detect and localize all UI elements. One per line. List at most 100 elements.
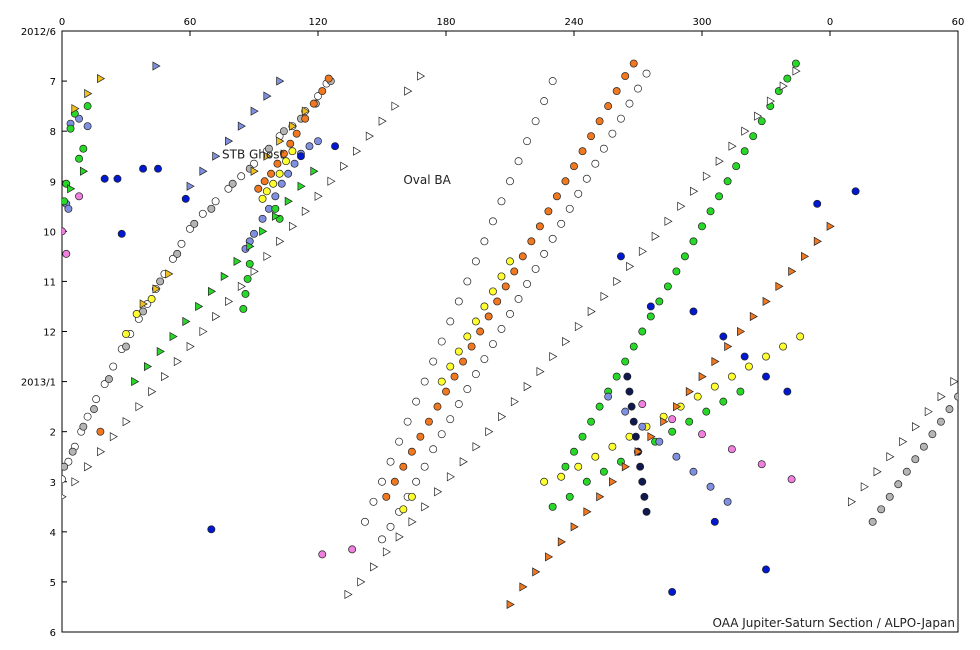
data-point-circle <box>62 197 69 206</box>
data-point-triangle <box>382 547 391 557</box>
data-point-circle <box>433 402 442 411</box>
data-point-circle <box>631 432 640 441</box>
data-point-circle <box>616 114 625 123</box>
data-point-triangle <box>613 276 622 287</box>
data-point-circle <box>211 197 220 206</box>
data-point-triangle <box>395 532 404 542</box>
data-point-circle <box>727 372 736 381</box>
y-tick-label: 7 <box>50 77 56 88</box>
data-point-circle <box>599 144 608 153</box>
data-point-triangle <box>724 341 733 352</box>
data-point-triangle <box>446 472 455 482</box>
data-point-circle <box>386 522 395 531</box>
data-point-circle <box>757 460 766 469</box>
data-point-circle <box>429 445 438 454</box>
data-point-triangle <box>690 186 699 196</box>
data-point-triangle <box>263 251 272 261</box>
data-point-triangle <box>212 151 221 161</box>
data-point-triangle <box>301 106 310 116</box>
data-point-circle <box>181 194 190 203</box>
data-point-circle <box>971 368 978 375</box>
data-point-circle <box>399 505 408 514</box>
data-point-circle <box>744 362 753 371</box>
data-point-circle <box>514 294 523 303</box>
data-point-triangle <box>276 76 285 86</box>
data-point-triangle <box>549 351 558 362</box>
data-point-circle <box>117 229 126 238</box>
data-point-triangle <box>596 492 605 502</box>
data-point-circle <box>727 445 736 454</box>
data-point-circle <box>919 442 928 451</box>
data-point-triangle <box>135 402 144 412</box>
data-point-circle <box>911 455 920 464</box>
x-tick-label: 60 <box>184 17 197 28</box>
data-point-circle <box>471 317 480 326</box>
x-tick-label: 60 <box>952 17 965 28</box>
data-point-circle <box>254 184 263 193</box>
data-point-circle <box>471 370 480 379</box>
data-point-circle <box>292 129 301 138</box>
data-point-circle <box>540 97 549 106</box>
x-tick-label: 0 <box>827 17 833 28</box>
data-point-circle <box>279 127 288 136</box>
data-point-triangle <box>698 371 707 382</box>
data-point-triangle <box>186 181 195 191</box>
data-point-triangle <box>801 251 810 261</box>
data-point-circle <box>271 204 280 213</box>
data-point-circle <box>621 72 630 81</box>
data-point-circle <box>407 447 416 456</box>
data-point-triangle <box>536 366 545 377</box>
data-point-circle <box>273 159 282 168</box>
data-point-circle <box>407 492 416 501</box>
data-point-triangle <box>365 131 374 141</box>
data-point-circle <box>68 447 77 456</box>
data-point-circle <box>757 117 766 126</box>
data-point-circle <box>506 310 514 318</box>
data-point-circle <box>634 84 642 93</box>
data-point-circle <box>403 417 412 426</box>
x-axis: 0 60 120 180 240 300 0 60 <box>59 17 965 36</box>
data-point-circle <box>207 204 216 213</box>
data-point-circle <box>399 462 408 471</box>
data-point-triangle <box>97 447 106 457</box>
data-point-circle <box>454 297 463 306</box>
x-tick-label: 180 <box>436 17 455 28</box>
data-point-triangle <box>621 462 630 472</box>
data-point-triangle <box>250 106 259 116</box>
data-point-circle <box>454 400 463 409</box>
data-point-triangle <box>976 348 980 356</box>
data-point-circle <box>305 142 314 151</box>
data-point-triangle <box>459 457 468 467</box>
data-point-circle <box>239 305 248 313</box>
data-point-circle <box>506 177 514 186</box>
data-point-circle <box>245 259 254 268</box>
data-point-circle <box>420 462 429 471</box>
data-point-circle <box>548 502 557 511</box>
data-point-circle <box>668 587 677 596</box>
data-point-triangle <box>237 281 246 292</box>
data-point-circle <box>595 117 604 126</box>
data-point-circle <box>963 380 970 387</box>
data-point-triangle <box>813 236 822 246</box>
data-point-circle <box>638 477 647 486</box>
y-tick-label: 9 <box>50 177 56 188</box>
data-point-triangle <box>263 151 272 161</box>
data-point-circle <box>314 92 322 101</box>
data-point-circle <box>446 415 455 424</box>
data-point-circle <box>531 117 540 126</box>
data-point-circle <box>672 452 681 461</box>
data-point-circle <box>591 452 600 461</box>
data-point-triangle <box>156 346 165 357</box>
data-point-circle <box>90 405 98 414</box>
data-point-triangle <box>152 61 161 71</box>
data-point-triangle <box>408 517 417 527</box>
data-point-circle <box>122 330 130 338</box>
data-point-circle <box>642 69 651 78</box>
data-point-circle <box>621 357 630 366</box>
data-point-circle <box>578 147 587 156</box>
data-point-circle <box>378 535 386 544</box>
data-point-circle <box>480 302 489 311</box>
data-point-circle <box>574 462 583 471</box>
data-point-circle <box>446 317 455 326</box>
data-point-triangle <box>766 96 775 106</box>
